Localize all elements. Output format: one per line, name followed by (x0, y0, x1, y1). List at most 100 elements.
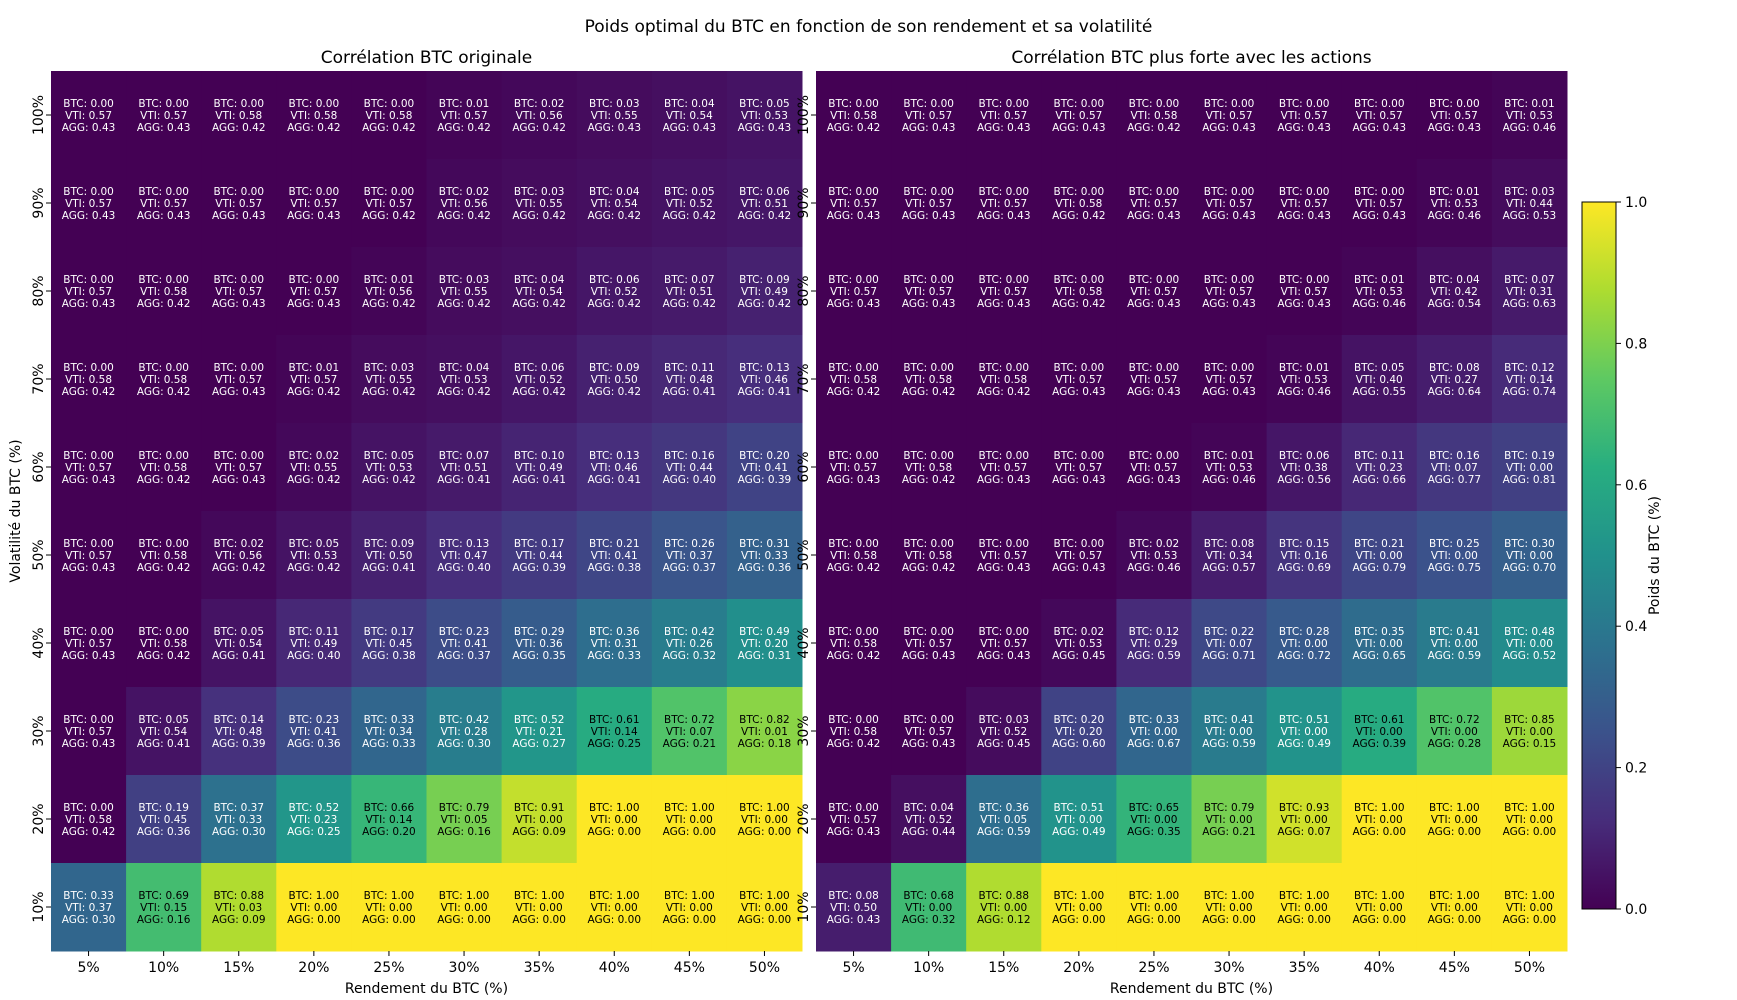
heatmap-panel-strong-correlation: Corrélation BTC plus forte avec les acti… (796, 48, 1568, 997)
heatmap-cell (276, 247, 352, 336)
cell-label: AGG: 0.25 (287, 826, 341, 838)
heatmap-cell (201, 159, 277, 248)
heatmap-cell (1341, 159, 1418, 248)
cell-label: AGG: 0.33 (587, 650, 641, 662)
cell-label: BTC: 0.07 (1504, 274, 1555, 286)
cell-label: BTC: 0.00 (1204, 362, 1255, 374)
cell-label: BTC: 0.28 (1279, 626, 1330, 638)
cell-label: VTI: 0.58 (830, 374, 877, 386)
heatmap-cell (1191, 159, 1268, 248)
heatmap-cell (1341, 335, 1418, 424)
cell-label: VTI: 0.54 (215, 638, 262, 650)
cell-label: AGG: 0.39 (212, 738, 266, 750)
cell-label: BTC: 0.00 (213, 274, 264, 286)
cell-label: AGG: 0.42 (137, 650, 191, 662)
y-tick-label: 70% (31, 363, 47, 394)
cell-label: VTI: 0.42 (1431, 286, 1478, 298)
cell-label: BTC: 0.00 (364, 186, 415, 198)
cell-label: AGG: 0.41 (362, 562, 416, 574)
heatmap-cell (1041, 71, 1117, 160)
heatmap-cell (1041, 423, 1117, 512)
cell-label: BTC: 0.61 (1354, 714, 1405, 726)
cell-label: AGG: 0.42 (663, 210, 717, 222)
cell-label: AGG: 0.42 (738, 298, 792, 310)
heatmap-cell (126, 599, 202, 688)
cell-label: AGG: 0.43 (977, 650, 1031, 662)
cell-label: VTI: 0.33 (215, 814, 262, 826)
cell-label: BTC: 0.26 (664, 538, 715, 550)
heatmap-cell (651, 687, 728, 776)
cell-label: BTC: 0.21 (1354, 538, 1405, 550)
heatmap-cell (351, 775, 427, 864)
cell-label: VTI: 0.57 (905, 110, 952, 122)
cell-label: VTI: 0.57 (1055, 110, 1102, 122)
cell-label: BTC: 1.00 (1429, 802, 1480, 814)
cell-label: BTC: 0.93 (1279, 802, 1330, 814)
cell-label: BTC: 1.00 (664, 890, 715, 902)
y-tick-label: 90% (31, 187, 47, 218)
cell-label: AGG: 0.43 (137, 122, 191, 134)
cell-label: BTC: 0.00 (978, 98, 1029, 110)
cell-label: VTI: 0.57 (980, 638, 1027, 650)
panel-title: Corrélation BTC plus forte avec les acti… (1011, 48, 1371, 68)
cell-label: BTC: 1.00 (1054, 890, 1105, 902)
cell-label: AGG: 0.45 (977, 738, 1031, 750)
cell-label: BTC: 1.00 (739, 802, 790, 814)
cell-label: BTC: 0.03 (514, 186, 565, 198)
cell-label: VTI: 0.57 (140, 110, 187, 122)
heatmap-cell (891, 159, 967, 248)
cell-label: BTC: 0.06 (739, 186, 790, 198)
cell-label: AGG: 0.00 (587, 914, 641, 926)
cell-label: BTC: 0.41 (1204, 714, 1255, 726)
cell-label: AGG: 0.42 (663, 298, 717, 310)
cell-label: VTI: 0.57 (980, 286, 1027, 298)
cell-label: AGG: 0.71 (1202, 650, 1256, 662)
cell-label: AGG: 0.37 (663, 562, 717, 574)
cell-label: AGG: 0.27 (512, 738, 566, 750)
cell-label: BTC: 0.00 (213, 186, 264, 198)
heatmap-cell (1491, 423, 1568, 512)
cell-label: AGG: 0.42 (827, 562, 881, 574)
cell-label: AGG: 0.00 (1503, 826, 1557, 838)
cell-label: VTI: 0.00 (1356, 638, 1403, 650)
heatmap-cell (1116, 71, 1192, 160)
heatmap-cell (966, 335, 1042, 424)
cell-label: AGG: 0.41 (212, 650, 266, 662)
heatmap-cell (1491, 335, 1568, 424)
y-tick-label: 20% (796, 803, 812, 834)
cell-label: BTC: 0.66 (364, 802, 415, 814)
cell-label: VTI: 0.57 (1055, 550, 1102, 562)
heatmap-cell (891, 599, 967, 688)
cell-label: VTI: 0.00 (516, 814, 563, 826)
x-tick-label: 45% (674, 960, 705, 976)
heatmap-cell (51, 159, 127, 248)
heatmap-cell (816, 423, 892, 512)
cell-label: VTI: 0.00 (1356, 902, 1403, 914)
cell-label: BTC: 0.00 (903, 274, 954, 286)
cell-label: AGG: 0.42 (287, 122, 341, 134)
cell-label: VTI: 0.58 (140, 638, 187, 650)
cell-label: BTC: 1.00 (439, 890, 490, 902)
cell-label: VTI: 0.28 (441, 726, 488, 738)
heatmap-cell (1266, 863, 1343, 952)
cell-label: AGG: 0.77 (1428, 474, 1482, 486)
cell-label: VTI: 0.56 (441, 198, 488, 210)
heatmap-cell (651, 511, 728, 600)
cell-label: BTC: 0.02 (289, 450, 340, 462)
heatmap-cell (1341, 247, 1418, 336)
cell-label: AGG: 0.36 (738, 562, 792, 574)
heatmap-cell (1341, 423, 1418, 512)
heatmap-cell (51, 423, 127, 512)
heatmap-cell (1191, 423, 1268, 512)
cell-label: BTC: 0.61 (589, 714, 640, 726)
cell-label: AGG: 0.42 (137, 474, 191, 486)
heatmap-cell (126, 247, 202, 336)
cell-label: BTC: 0.03 (1504, 186, 1555, 198)
cell-label: AGG: 0.07 (1277, 826, 1331, 838)
cell-label: AGG: 0.42 (512, 122, 566, 134)
cell-label: VTI: 0.57 (1206, 374, 1253, 386)
heatmap-cell (1266, 511, 1343, 600)
cell-label: BTC: 0.00 (213, 450, 264, 462)
heatmap-cell (501, 335, 578, 424)
heatmap-cell (276, 159, 352, 248)
